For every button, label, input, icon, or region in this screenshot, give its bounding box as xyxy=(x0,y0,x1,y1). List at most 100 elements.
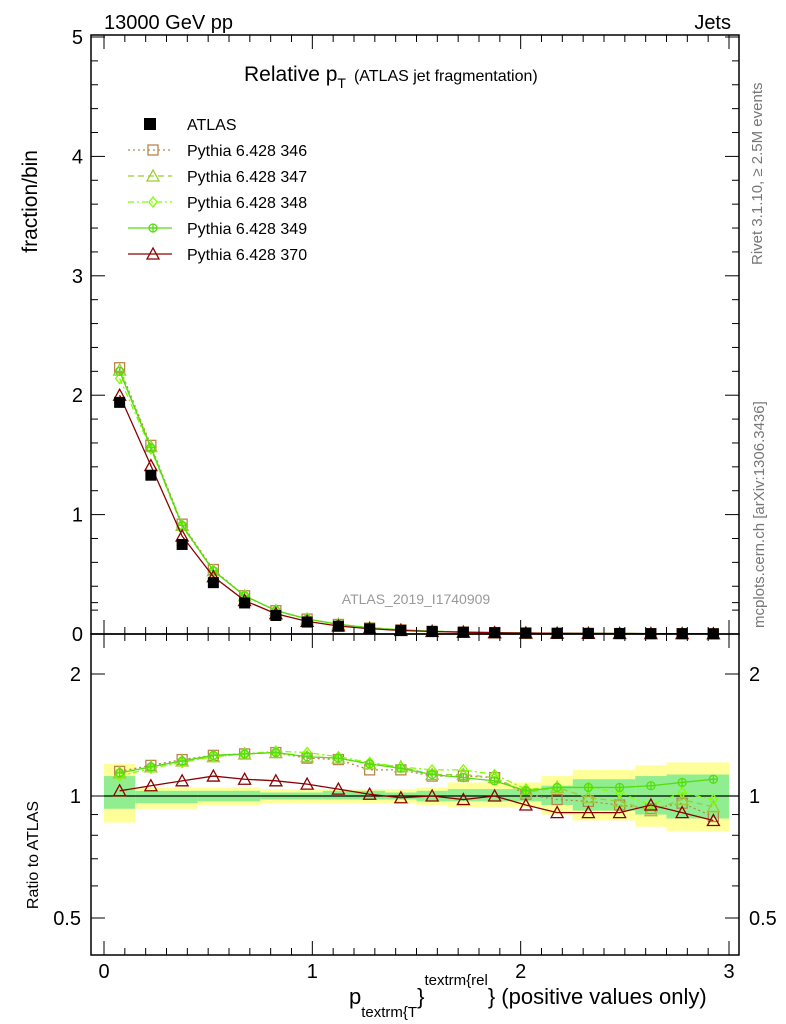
atlas-point-4 xyxy=(239,597,251,609)
ratio-series-line-4 xyxy=(119,775,714,822)
ratio-series-4-point-16 xyxy=(612,805,627,819)
ratio-series-4-point-7 xyxy=(331,781,346,795)
legend-label-3: Pythia 6.428 349 xyxy=(187,221,307,238)
ratio-series-4-point-12 xyxy=(487,788,502,802)
main-ytick-label-3: 3 xyxy=(72,266,83,288)
legend-atlas-label: ATLAS xyxy=(187,117,237,134)
ratio-series-3-point-5 xyxy=(271,747,281,758)
x-label-sub: textrm{T xyxy=(361,1004,417,1021)
main-title: Relative pT (ATLAS jet fragmentation) xyxy=(244,63,538,91)
ratio-series-4-point-6 xyxy=(300,776,315,790)
ratio-series-4-point-8 xyxy=(362,786,377,800)
main-ytick-label-0: 0 xyxy=(72,624,83,646)
legend-label-0: Pythia 6.428 346 xyxy=(187,143,307,160)
x-label-close: } xyxy=(417,984,424,1009)
x-axis-label: ptextrm{T}textrm{rel} (positive values o… xyxy=(349,972,707,1021)
ratio-frame xyxy=(90,633,740,956)
ratio-series-4-point-3 xyxy=(206,768,221,782)
main-title-sub: T xyxy=(337,75,346,91)
ratio-series-4-point-14 xyxy=(550,805,565,819)
atlas-point-13 xyxy=(520,627,532,639)
ratio-series-3 xyxy=(114,747,719,796)
atlas-point-12 xyxy=(489,627,501,639)
ratio-ytick-label-right-2: 2 xyxy=(749,664,760,686)
ratio-series-2-point-14 xyxy=(552,781,562,794)
ratio-ylabel: Ratio to ATLAS xyxy=(25,801,42,909)
ratio-series-2-point-19 xyxy=(708,793,719,806)
main-ytick-label-5: 5 xyxy=(72,27,83,49)
ratio-series-4-point-10 xyxy=(425,788,440,802)
ratio-series-3-point-10 xyxy=(427,769,437,780)
ratio-series-3-point-17 xyxy=(646,781,656,791)
ratio-series-3-point-15 xyxy=(583,782,594,793)
ratio-ticks: 0.5 0.5 1 1 2 2 0 1 2 3 xyxy=(53,602,777,983)
atlas-point-10 xyxy=(426,625,438,637)
ratio-series-4-point-17 xyxy=(643,797,658,811)
atlas-point-2 xyxy=(176,538,188,550)
ratio-series-4-point-2 xyxy=(175,773,190,787)
ratio-series-3-point-2 xyxy=(177,756,187,766)
atlas-point-0 xyxy=(114,396,126,408)
header-left: 13000 GeV pp xyxy=(104,12,233,34)
series-3-point-2 xyxy=(177,520,187,530)
main-ytick-label-2: 2 xyxy=(72,385,83,407)
ratio-series-2-point-15 xyxy=(583,781,594,794)
ratio-series-4-point-0 xyxy=(112,783,127,797)
ratio-series-2-point-18 xyxy=(677,786,687,799)
legend-label-2: Pythia 6.428 348 xyxy=(187,195,307,212)
ratio-series-4-point-19 xyxy=(706,813,721,827)
ratio-series-3-point-8 xyxy=(364,759,375,769)
main-title-rest: (ATLAS jet fragmentation) xyxy=(354,68,538,85)
ratio-series-4-point-9 xyxy=(393,790,408,804)
ratio-series-2-point-4 xyxy=(239,747,250,760)
main-ytick-label-1: 1 xyxy=(72,505,83,527)
ratio-series-2-point-0 xyxy=(114,770,125,783)
legend-marker-1 xyxy=(145,168,161,182)
ratio-series-1-point-15 xyxy=(581,790,596,804)
atlas-point-11 xyxy=(457,626,469,638)
main-title-p: Relative p xyxy=(244,63,337,86)
band-inner-4 xyxy=(322,790,386,800)
ratio-series-1-point-13 xyxy=(518,785,533,799)
x-tick-label-3: 3 xyxy=(723,961,734,983)
atlas-point-9 xyxy=(395,624,407,636)
ratio-series-3-point-3 xyxy=(208,750,219,760)
x-label-sup: textrm{rel xyxy=(424,972,487,989)
legend-marker-4 xyxy=(145,246,161,260)
x-label-p: p xyxy=(349,984,361,1009)
ratio-series-4-point-11 xyxy=(456,792,471,806)
series-3-point-1 xyxy=(146,443,156,453)
ratio-series-3-point-14 xyxy=(552,782,562,793)
ratio-series-1-point-19 xyxy=(706,799,721,813)
ratio-panel: 0.5 0.5 1 1 2 2 0 1 2 3 Ratio to ATLAS ptextrm{T}… xyxy=(25,602,777,1021)
ratio-series-3-point-12 xyxy=(489,776,500,786)
ratio-ytick-label-right-0: 0.5 xyxy=(749,908,777,930)
ratio-series-0-point-14 xyxy=(551,793,563,806)
ratio-ytick-label-left-1: 1 xyxy=(70,786,81,808)
legend: ATLAS Pythia 6.428 346 Pythia 6.428 347 Pyt… xyxy=(128,117,307,264)
ratio-series-4-point-15 xyxy=(581,805,596,819)
header-right: Jets xyxy=(694,12,731,34)
main-panel: 0 1 2 3 4 5 fraction/bin Relative pT (ATLAS je… xyxy=(19,27,740,646)
x-label-rest: } (positive values only) xyxy=(488,984,707,1009)
atlas-point-8 xyxy=(364,623,376,635)
ratio-series-3-point-11 xyxy=(458,772,469,783)
atlas-point-6 xyxy=(301,616,313,628)
x-tick-label-0: 0 xyxy=(98,961,109,983)
ratio-ytick-label-left-2: 2 xyxy=(70,664,81,686)
ratio-series-3-point-6 xyxy=(302,752,312,762)
main-y-ticks: 0 1 2 3 4 5 xyxy=(72,27,739,646)
legend-label-1: Pythia 6.428 347 xyxy=(187,169,307,186)
ratio-series-3-point-13 xyxy=(521,786,531,796)
ratio-series-3-point-7 xyxy=(333,753,344,763)
ratio-series-3-point-9 xyxy=(396,763,406,774)
x-tick-label-2: 2 xyxy=(515,961,526,983)
x-tick-label-1: 1 xyxy=(307,961,318,983)
ratio-series-3-point-0 xyxy=(114,768,125,778)
ratio-series-1-point-18 xyxy=(675,792,690,806)
ratio-ytick-label-right-1: 1 xyxy=(749,786,760,808)
series-3-point-0 xyxy=(114,366,125,376)
legend-marker-3 xyxy=(148,223,158,233)
rivet-label: Rivet 3.1.10, ≥ 2.5M events xyxy=(749,83,766,266)
